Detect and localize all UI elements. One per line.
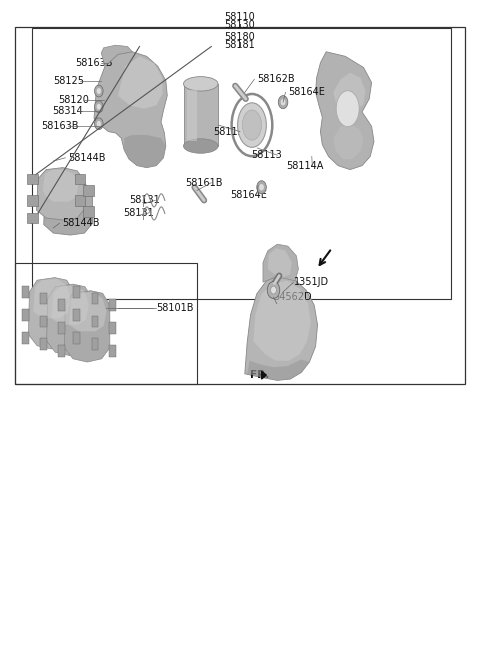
Polygon shape [44, 178, 93, 235]
FancyBboxPatch shape [40, 316, 47, 327]
Text: 58163B: 58163B [41, 121, 79, 131]
Polygon shape [253, 281, 311, 361]
Bar [183, 84, 218, 146]
FancyBboxPatch shape [73, 309, 80, 321]
Polygon shape [47, 284, 92, 356]
Polygon shape [64, 291, 110, 362]
Circle shape [271, 286, 276, 294]
Text: 58101B: 58101B [156, 303, 194, 314]
Bar [32, 28, 451, 298]
FancyBboxPatch shape [75, 173, 85, 184]
Polygon shape [262, 371, 266, 379]
FancyBboxPatch shape [22, 332, 29, 344]
Circle shape [281, 99, 286, 106]
Polygon shape [118, 56, 162, 109]
Circle shape [96, 88, 101, 94]
Circle shape [96, 121, 101, 127]
Polygon shape [333, 73, 365, 112]
Text: 58164E: 58164E [230, 190, 267, 200]
Text: 58180: 58180 [225, 32, 255, 42]
Ellipse shape [238, 103, 266, 148]
Ellipse shape [242, 110, 262, 140]
Text: FR.: FR. [250, 370, 269, 380]
FancyBboxPatch shape [92, 316, 98, 327]
Polygon shape [333, 124, 363, 159]
Bar [187, 91, 197, 142]
FancyBboxPatch shape [92, 338, 98, 350]
Text: 58131: 58131 [129, 195, 160, 205]
Bar [15, 27, 465, 384]
Circle shape [95, 85, 103, 97]
FancyBboxPatch shape [83, 185, 94, 195]
Text: 58163B: 58163B [75, 58, 112, 68]
Text: 54562D: 54562D [274, 292, 312, 302]
Bar [15, 262, 197, 384]
Polygon shape [43, 170, 78, 201]
Ellipse shape [183, 139, 218, 154]
Polygon shape [247, 359, 310, 380]
FancyBboxPatch shape [75, 195, 85, 205]
Text: 58314: 58314 [52, 106, 83, 115]
Polygon shape [69, 292, 107, 331]
Circle shape [259, 184, 264, 190]
FancyBboxPatch shape [22, 286, 29, 298]
Circle shape [96, 104, 101, 110]
Polygon shape [101, 45, 132, 66]
Polygon shape [268, 248, 292, 277]
Polygon shape [94, 52, 167, 168]
Circle shape [278, 96, 288, 109]
Polygon shape [245, 276, 318, 380]
Text: 58120: 58120 [58, 95, 89, 105]
Text: 58131: 58131 [123, 208, 154, 218]
Polygon shape [36, 168, 84, 220]
FancyBboxPatch shape [73, 332, 80, 344]
Text: 58144B: 58144B [62, 218, 99, 228]
Polygon shape [124, 135, 166, 168]
FancyBboxPatch shape [109, 322, 116, 334]
Text: 1351JD: 1351JD [294, 277, 329, 287]
Polygon shape [263, 244, 299, 282]
FancyBboxPatch shape [27, 213, 37, 223]
Text: 58125: 58125 [53, 75, 84, 85]
Polygon shape [316, 52, 374, 170]
Text: 58130: 58130 [225, 20, 255, 30]
FancyBboxPatch shape [22, 309, 29, 321]
FancyBboxPatch shape [40, 293, 47, 304]
FancyBboxPatch shape [83, 206, 94, 216]
Ellipse shape [336, 91, 359, 127]
Text: 58110: 58110 [225, 12, 255, 22]
FancyBboxPatch shape [27, 195, 37, 205]
Circle shape [257, 180, 266, 194]
Text: 58114A: 58114A [286, 161, 324, 171]
FancyBboxPatch shape [109, 345, 116, 357]
Text: 58161B: 58161B [185, 178, 222, 188]
Circle shape [267, 281, 280, 298]
Text: 58113: 58113 [251, 150, 282, 160]
Text: 58162B: 58162B [257, 74, 294, 84]
FancyBboxPatch shape [109, 299, 116, 311]
FancyBboxPatch shape [58, 299, 65, 311]
Text: 58181: 58181 [225, 40, 255, 50]
Text: 58144B: 58144B [68, 153, 105, 163]
Circle shape [95, 101, 103, 113]
Text: 58112: 58112 [214, 127, 244, 136]
Polygon shape [33, 279, 71, 318]
FancyBboxPatch shape [73, 286, 80, 298]
Ellipse shape [183, 77, 218, 91]
FancyBboxPatch shape [27, 173, 37, 184]
Circle shape [95, 118, 103, 130]
Text: 58164E: 58164E [288, 87, 325, 97]
FancyBboxPatch shape [40, 338, 47, 350]
Polygon shape [51, 285, 89, 325]
FancyBboxPatch shape [92, 293, 98, 304]
FancyBboxPatch shape [58, 345, 65, 357]
Polygon shape [28, 277, 74, 349]
FancyBboxPatch shape [58, 322, 65, 334]
